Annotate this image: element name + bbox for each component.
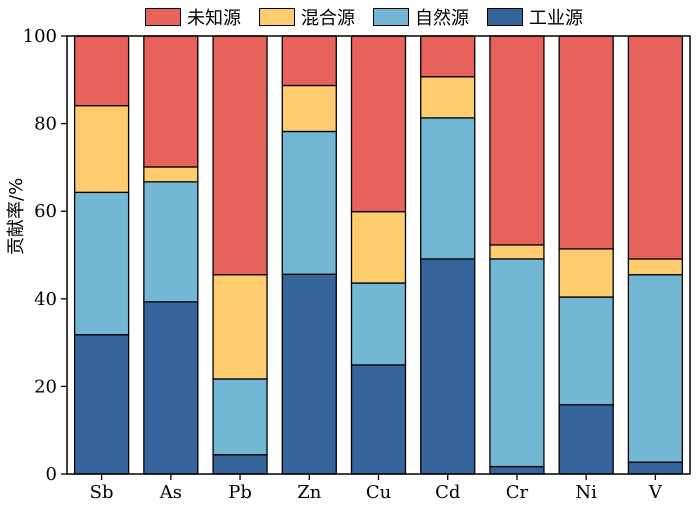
x-tick-label: As <box>159 482 182 503</box>
bar-Zn-自然源 <box>281 130 337 275</box>
legend-swatch <box>487 8 523 26</box>
bar-Cd-自然源 <box>420 117 476 260</box>
bar-Sb-工业源 <box>73 334 130 475</box>
legend-label: 混合源 <box>301 8 355 29</box>
y-tick-label: 60 <box>34 201 57 222</box>
bar-V-未知源 <box>627 35 684 260</box>
y-tick-label: 100 <box>23 26 57 47</box>
legend: 未知源 混合源 自然源 工业源 <box>145 4 583 30</box>
y-tick-label: 40 <box>34 289 57 310</box>
bar-Zn-混合源 <box>281 84 337 133</box>
legend-swatch <box>259 8 295 26</box>
plot-frame <box>66 35 691 475</box>
bar-Sb-混合源 <box>73 104 130 194</box>
x-tick-label: Cr <box>506 482 529 503</box>
bar-As-未知源 <box>143 35 199 168</box>
bar-Cu-未知源 <box>350 35 407 213</box>
bar-Cr-未知源 <box>489 35 545 246</box>
x-tick-label: Pb <box>228 482 252 503</box>
bar-V-工业源 <box>627 461 684 475</box>
bar-V-自然源 <box>627 274 684 463</box>
legend-item: 工业源 <box>487 4 583 30</box>
bar-Pb-未知源 <box>212 35 268 276</box>
legend-label: 工业源 <box>529 8 583 29</box>
legend-item: 混合源 <box>259 4 355 30</box>
bar-As-工业源 <box>143 301 199 475</box>
y-tick-label: 20 <box>34 376 57 397</box>
legend-swatch <box>373 8 409 26</box>
legend-swatch <box>145 8 181 26</box>
x-tick-label: Zn <box>297 482 322 503</box>
bar-V-混合源 <box>627 258 684 276</box>
bar-Cu-工业源 <box>350 364 407 475</box>
bar-Cu-自然源 <box>350 282 407 366</box>
bar-Cu-混合源 <box>350 210 407 284</box>
legend-label: 自然源 <box>415 8 469 29</box>
bar-Pb-自然源 <box>212 378 268 456</box>
bar-Cd-混合源 <box>420 76 476 119</box>
y-tick-label: 0 <box>46 464 57 485</box>
bar-Cd-工业源 <box>420 258 476 475</box>
bar-Cr-混合源 <box>489 244 545 260</box>
bar-Zn-工业源 <box>281 273 337 475</box>
bar-As-自然源 <box>143 181 199 303</box>
bar-Sb-自然源 <box>73 191 130 336</box>
bar-Ni-未知源 <box>558 35 614 250</box>
legend-item: 自然源 <box>373 4 469 30</box>
bar-Sb-未知源 <box>73 35 130 107</box>
x-tick-label: V <box>648 482 663 503</box>
bar-Pb-混合源 <box>212 274 268 380</box>
bar-Cd-未知源 <box>420 35 476 78</box>
bar-Cr-工业源 <box>489 465 545 475</box>
x-tick-label: Cu <box>366 482 391 503</box>
bar-Ni-混合源 <box>558 248 614 298</box>
bar-Cr-自然源 <box>489 258 545 468</box>
legend-item: 未知源 <box>145 4 241 30</box>
legend-label: 未知源 <box>187 8 241 29</box>
y-tick-label: 80 <box>34 114 57 135</box>
bar-Ni-工业源 <box>558 404 614 475</box>
bar-As-混合源 <box>143 166 199 183</box>
x-tick-label: Ni <box>575 482 597 503</box>
bar-Pb-工业源 <box>212 454 268 475</box>
x-tick-label: Cd <box>435 482 460 503</box>
x-tick-label: Sb <box>90 482 114 503</box>
bar-Zn-未知源 <box>281 35 337 87</box>
bar-Ni-自然源 <box>558 296 614 406</box>
